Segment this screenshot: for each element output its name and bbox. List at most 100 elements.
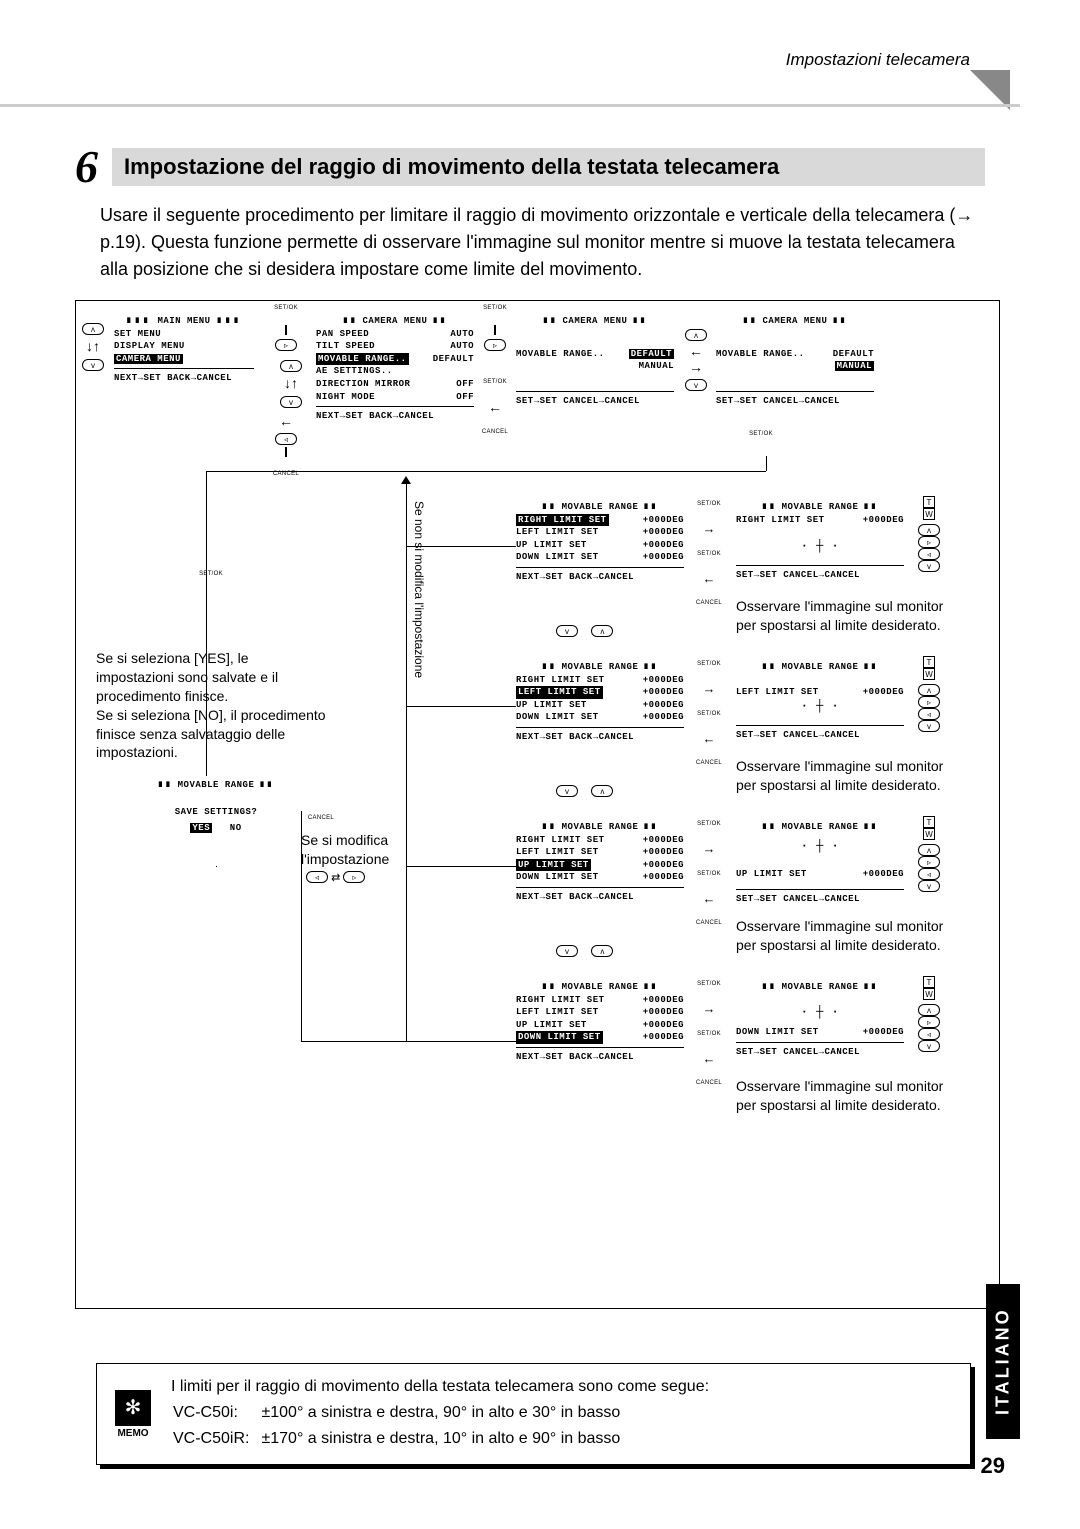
row-label: UP LIMIT SET [516,1019,587,1032]
no-change-note: Se non si modifica l'impostazione [412,501,426,678]
wide-icon: W [923,508,935,520]
row-label: AE SETTINGS.. [316,365,393,378]
up-button-icon: ʌ [82,323,104,335]
range-title: MOVABLE RANGE [542,982,658,992]
menu-footer: SET→SET CANCEL→CANCEL [716,395,874,408]
menu-item: DISPLAY MENU [114,340,254,353]
range-title: MOVABLE RANGE [762,982,878,992]
row-label-sel: MOVABLE RANGE.. [316,353,409,366]
row-label: RIGHT LIMIT SET [736,514,825,527]
down-button-icon: v [918,720,940,732]
row-val: +000DEG [863,514,904,527]
up-button-icon: ʌ [591,785,613,797]
row-label: DOWN LIMIT SET [736,1026,819,1039]
setok-icon [279,311,293,325]
down-button-icon: v [280,396,302,408]
observe-note: Osservare l'immagine sul monitor per spo… [736,917,946,955]
target-icon: · ┼ · [736,698,904,715]
up-button-icon: ʌ [918,524,940,536]
range-title: MOVABLE RANGE [542,822,658,832]
row-val: +000DEG [863,1026,904,1039]
cancel-label: CANCEL [694,760,724,766]
row-val: AUTO [450,340,474,353]
row-val: +000DEG [643,1031,684,1044]
left-button-icon: ◃ [275,433,297,445]
step-title: Impostazione del raggio di movimento del… [112,148,985,186]
setok-icon [488,385,502,399]
page-number: 29 [981,1453,1005,1479]
setok-label: SET/OK [480,379,510,385]
language-tab: ITALIANO [986,1284,1020,1439]
row-label: DOWN LIMIT SET [516,871,599,884]
down-button-icon: v [82,359,104,371]
up-button-icon: ʌ [918,1004,940,1016]
memo-model: VC-C50iR: [173,1427,259,1451]
setok-icon [702,667,716,681]
up-button-icon: ʌ [918,684,940,696]
intro-text: Usare il seguente procedimento per limit… [100,202,980,283]
save-no: NO [230,823,242,833]
setok-label: SET/OK [694,1031,724,1037]
row-label-sel: LEFT LIMIT SET [516,686,603,699]
menu-footer: NEXT→SET BACK→CANCEL [316,410,474,423]
right-button-icon: ▹ [918,856,940,868]
setok-label: SET/OK [196,571,226,577]
row-val: +000DEG [643,846,684,859]
cancel-icon [702,746,716,760]
down-button-icon: v [918,1040,940,1052]
menu-item-selected: CAMERA MENU [114,354,183,364]
row-val: +000DEG [643,871,684,884]
right-button-icon: ▹ [918,1016,940,1028]
save-question: SAVE SETTINGS? [136,806,296,819]
memo-label: MEMO [115,1428,151,1439]
row-label: TILT SPEED [316,340,375,353]
left-button-icon: ◃ [918,1028,940,1040]
down-button-icon: v [556,625,578,637]
left-button-icon: ◃ [918,548,940,560]
tele-icon: T [923,656,935,668]
cancel-label: CANCEL [694,600,724,606]
cancel-label: CANCEL [480,429,510,435]
camera-menu-title: CAMERA MENU [543,316,648,326]
row-label-sel: UP LIMIT SET [516,859,591,872]
setok-label: SET/OK [694,711,724,717]
cancel-label: CANCEL [306,815,336,821]
target-icon: · ┼ · [736,838,904,855]
menu-footer: NEXT→SET BACK→CANCEL [516,1051,684,1064]
setok-icon [488,311,502,325]
row-label: LEFT LIMIT SET [516,526,599,539]
setok-label: SET/OK [746,431,776,437]
range-title: MOVABLE RANGE [762,662,878,672]
right-button-icon: ▹ [275,339,297,351]
modify-note: Se si modifica l'impostazione [301,831,431,869]
row-val: AUTO [450,328,474,341]
memo-spec: ±170° a sinistra e destra, 10° in alto e… [261,1427,630,1451]
row-label: RIGHT LIMIT SET [516,834,605,847]
main-menu-title: MAIN MENU [126,316,242,326]
range-title: MOVABLE RANGE [762,502,878,512]
memo-box: ✻ MEMO I limiti per il raggio di movimen… [96,1363,971,1465]
row-val: +000DEG [863,686,904,699]
flow-diagram: MAIN MENU SET MENU DISPLAY MENU CAMERA M… [75,300,1000,1309]
cancel-icon [702,906,716,920]
row-val: OFF [456,391,474,404]
row-label: DOWN LIMIT SET [516,551,599,564]
row-label: DOWN LIMIT SET [516,711,599,724]
yes-no-note: Se si seleziona [YES], le impostazioni s… [96,649,326,762]
cancel-icon [488,415,502,429]
up-button-icon: ʌ [591,945,613,957]
row-label: DIRECTION MIRROR [316,378,410,391]
setok-icon [702,1037,716,1051]
row-val-sel: DEFAULT [629,349,674,359]
menu-item: SET MENU [114,328,254,341]
row-label: UP LIMIT SET [516,539,587,552]
row-val: +000DEG [643,859,684,872]
setok-label: SET/OK [694,661,724,667]
row-label: MOVABLE RANGE.. [716,348,805,361]
wide-icon: W [923,988,935,1000]
menu-footer: SET→SET CANCEL→CANCEL [736,1046,904,1059]
memo-icon: ✻ [115,1390,151,1426]
row-label: MOVABLE RANGE.. [516,348,605,361]
camera-menu-title: CAMERA MENU [343,316,448,326]
up-button-icon: ʌ [685,329,707,341]
